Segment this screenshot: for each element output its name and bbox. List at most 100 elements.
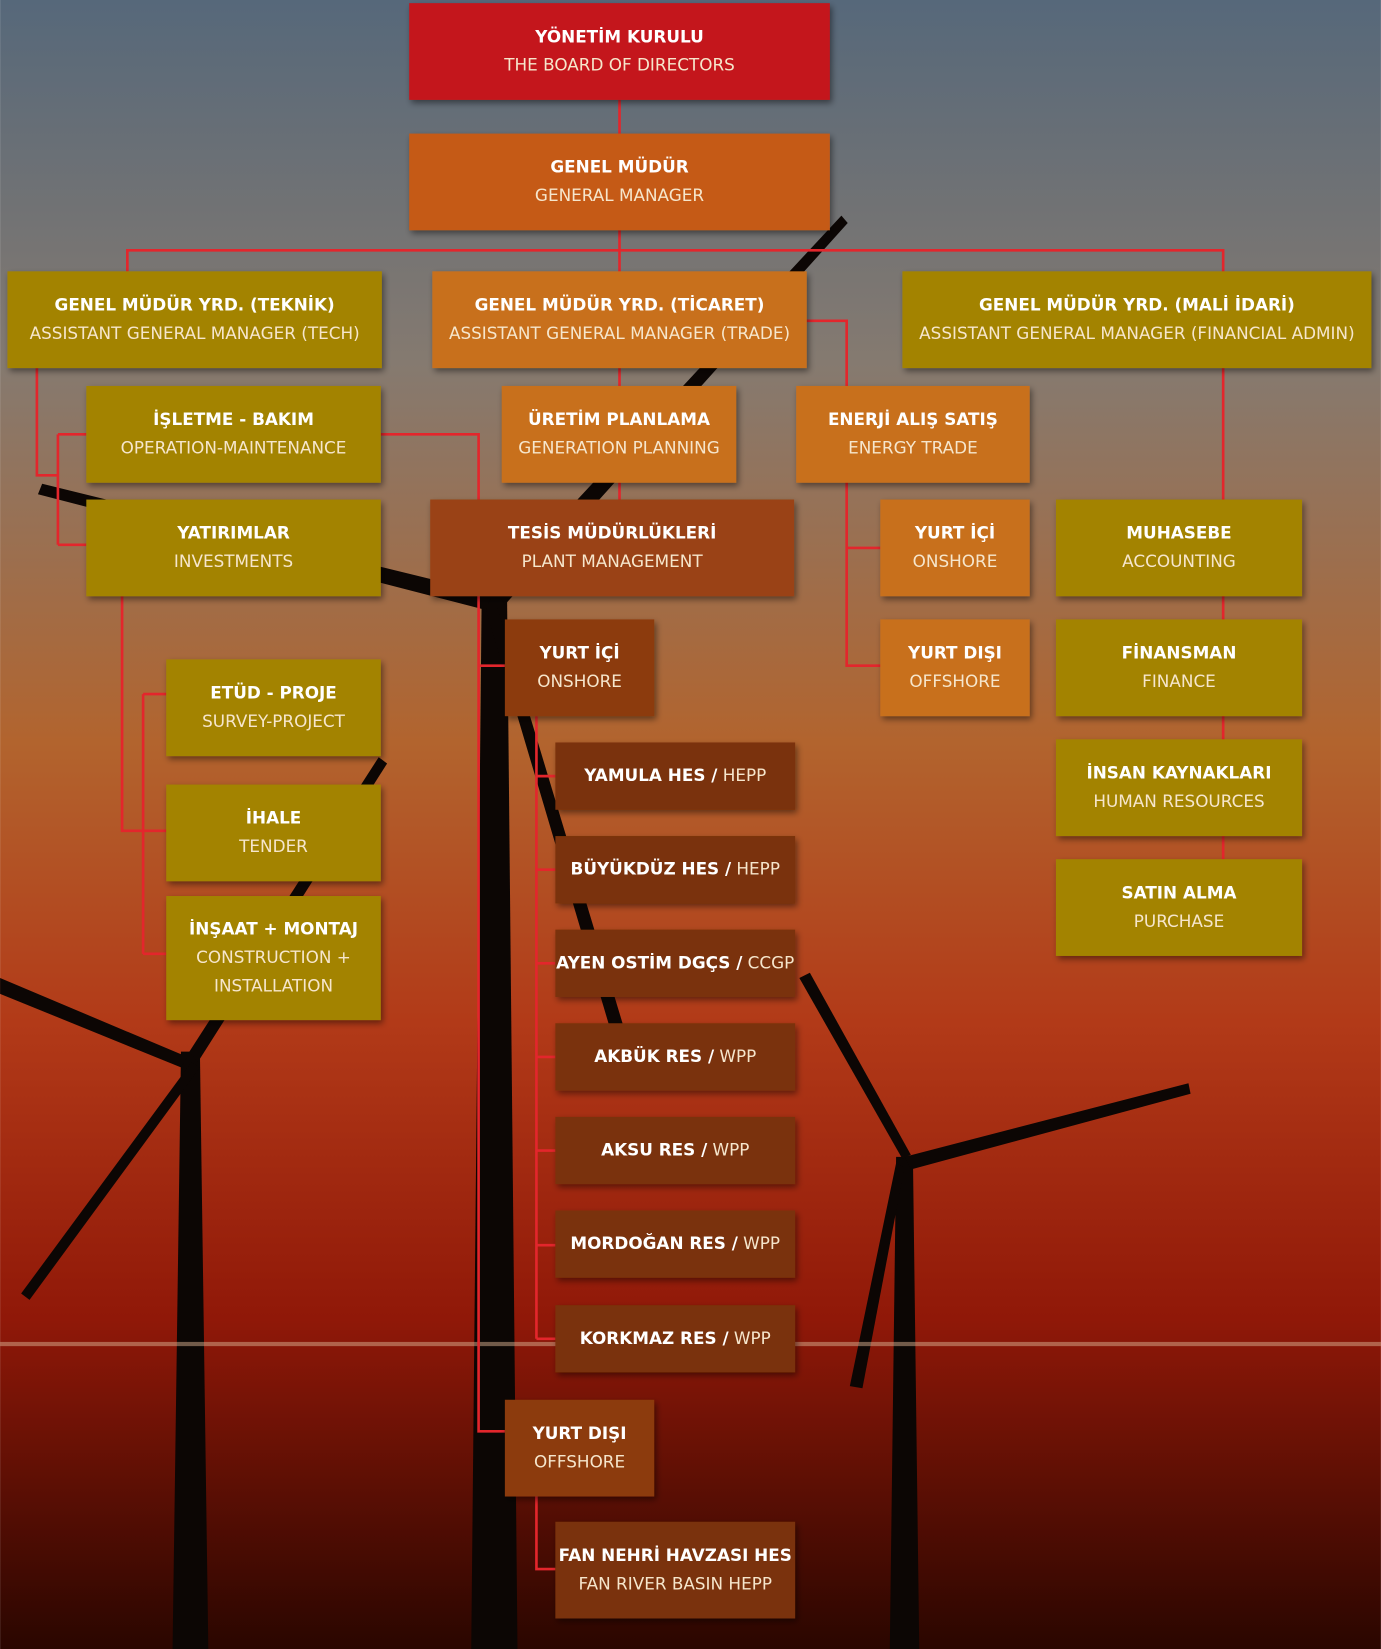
node-label: AYEN OSTİM DGÇS / CCGP bbox=[556, 951, 794, 972]
org-node: GENEL MÜDÜR YRD. (MALİ İDARİ) ASSISTANT G… bbox=[902, 271, 1372, 369]
node-subtitle: ASSISTANT GENERAL MANAGER (TECH) bbox=[30, 323, 360, 343]
node-box bbox=[555, 929, 796, 997]
org-node: FAN NEHRİ HAVZASI HES FAN RIVER BASIN HEP… bbox=[555, 1521, 796, 1619]
node-box bbox=[166, 659, 381, 757]
node-subtitle: CCGP bbox=[748, 952, 795, 972]
node-box bbox=[501, 385, 737, 483]
node-box bbox=[555, 836, 796, 904]
node-title: AKBÜK RES / bbox=[594, 1045, 715, 1066]
node-box bbox=[880, 619, 1030, 717]
org-node: BÜYÜKDÜZ HES / HEPP bbox=[555, 836, 796, 904]
node-title: YURT İÇİ bbox=[538, 642, 619, 663]
node-title: YURT İÇİ bbox=[914, 522, 995, 543]
node-subtitle: PLANT MANAGEMENT bbox=[522, 551, 704, 571]
node-subtitle: OFFSHORE bbox=[909, 671, 1000, 691]
org-node: MORDOĞAN RES / WPP bbox=[555, 1210, 796, 1278]
node-title: FAN NEHRİ HAVZASI HES bbox=[559, 1544, 792, 1565]
node-box bbox=[796, 385, 1030, 483]
node-subtitle: WPP bbox=[734, 1328, 771, 1348]
node-box bbox=[902, 271, 1372, 369]
node-title: İHALE bbox=[246, 807, 302, 828]
node-title: AKSU RES / bbox=[601, 1140, 708, 1160]
node-subtitle: ONSHORE bbox=[913, 551, 998, 571]
node-label: MORDOĞAN RES / WPP bbox=[570, 1232, 780, 1253]
node-title: KORKMAZ RES / bbox=[580, 1328, 730, 1348]
org-node: ÜRETİM PLANLAMA GENERATION PLANNING bbox=[501, 385, 737, 483]
node-title: BÜYÜKDÜZ HES / bbox=[571, 858, 732, 879]
org-node: YURT DIŞI OFFSHORE bbox=[504, 1399, 655, 1497]
org-node: YURT İÇİ ONSHORE bbox=[880, 499, 1030, 597]
node-title: İNSAN KAYNAKLARI bbox=[1086, 761, 1271, 782]
node-title: GENEL MÜDÜR bbox=[550, 156, 688, 177]
node-title: YÖNETİM KURULU bbox=[534, 25, 703, 46]
org-node: YAMULA HES / HEPP bbox=[555, 742, 796, 810]
node-label: BÜYÜKDÜZ HES / HEPP bbox=[571, 858, 780, 879]
node-box bbox=[555, 742, 796, 810]
node-title: İŞLETME - BAKIM bbox=[153, 408, 314, 429]
node-title: İNŞAAT + MONTAJ bbox=[189, 918, 358, 939]
node-title: GENEL MÜDÜR YRD. (TEKNİK) bbox=[55, 294, 335, 315]
org-node: YÖNETİM KURULU THE BOARD OF DIRECTORS bbox=[409, 3, 830, 100]
org-node: İNSAN KAYNAKLARI HUMAN RESOURCES bbox=[1055, 739, 1303, 837]
node-box bbox=[432, 271, 807, 369]
node-title: AYEN OSTİM DGÇS / bbox=[556, 951, 743, 972]
node-subtitle: ONSHORE bbox=[537, 671, 622, 691]
org-node: İŞLETME - BAKIM OPERATION-MAINTENANCE bbox=[86, 385, 381, 483]
node-title: SATIN ALMA bbox=[1122, 882, 1237, 902]
node-box bbox=[555, 1521, 796, 1619]
node-subtitle: OFFSHORE bbox=[534, 1451, 625, 1471]
node-box bbox=[86, 499, 381, 597]
node-box bbox=[555, 1023, 796, 1091]
node-subtitle: ENERGY TRADE bbox=[848, 438, 978, 458]
node-box bbox=[409, 133, 830, 231]
node-title: GENEL MÜDÜR YRD. (TİCARET) bbox=[475, 294, 765, 315]
node-label: AKBÜK RES / WPP bbox=[594, 1045, 756, 1066]
org-node: KORKMAZ RES / WPP bbox=[555, 1305, 796, 1373]
node-subtitle: OPERATION-MAINTENANCE bbox=[121, 438, 347, 458]
org-node: TESİS MÜDÜRLÜKLERİ PLANT MANAGEMENT bbox=[430, 499, 795, 597]
node-box bbox=[555, 1210, 796, 1278]
node-subtitle: FINANCE bbox=[1142, 671, 1216, 691]
node-subtitle: ACCOUNTING bbox=[1122, 551, 1236, 571]
node-box bbox=[555, 1116, 796, 1185]
org-node: AKSU RES / WPP bbox=[555, 1116, 796, 1185]
org-node: GENEL MÜDÜR YRD. (TİCARET) ASSISTANT GENE… bbox=[432, 271, 807, 369]
node-title: YURT DIŞI bbox=[907, 643, 1002, 663]
node-subtitle: TENDER bbox=[238, 836, 308, 856]
node-box bbox=[166, 896, 381, 1021]
node-title: ETÜD - PROJE bbox=[210, 682, 337, 703]
org-node: AYEN OSTİM DGÇS / CCGP bbox=[555, 929, 796, 997]
node-title: YAMULA HES / bbox=[583, 765, 718, 785]
node-subtitle: HEPP bbox=[736, 859, 780, 879]
org-node: ENERJİ ALIŞ SATIŞ ENERGY TRADE bbox=[796, 385, 1030, 483]
node-box bbox=[1055, 619, 1303, 717]
node-box bbox=[430, 499, 795, 597]
node-box bbox=[7, 271, 382, 369]
node-box bbox=[880, 499, 1030, 597]
node-subtitle: WPP bbox=[713, 1140, 750, 1160]
org-node: AKBÜK RES / WPP bbox=[555, 1023, 796, 1091]
node-subtitle: GENERATION PLANNING bbox=[518, 438, 720, 458]
node-subtitle: PURCHASE bbox=[1134, 911, 1224, 931]
node-title: FİNANSMAN bbox=[1122, 642, 1237, 663]
node-box bbox=[1055, 499, 1303, 597]
org-node: YURT İÇİ ONSHORE bbox=[504, 619, 655, 717]
org-node: GENEL MÜDÜR YRD. (TEKNİK) ASSISTANT GENER… bbox=[7, 271, 382, 369]
node-title: YATIRIMLAR bbox=[176, 523, 290, 543]
node-box bbox=[1055, 739, 1303, 837]
node-box bbox=[409, 3, 830, 100]
node-box bbox=[555, 1305, 796, 1373]
org-node: SATIN ALMA PURCHASE bbox=[1055, 859, 1303, 956]
node-label: YAMULA HES / HEPP bbox=[583, 765, 766, 785]
node-label: KORKMAZ RES / WPP bbox=[580, 1328, 771, 1348]
node-subtitle: WPP bbox=[719, 1046, 756, 1066]
node-subtitle: FAN RIVER BASIN HEPP bbox=[579, 1573, 772, 1593]
node-box bbox=[86, 385, 381, 483]
node-title: TESİS MÜDÜRLÜKLERİ bbox=[508, 522, 716, 543]
node-subtitle: GENERAL MANAGER bbox=[535, 185, 705, 205]
node-subtitle: ASSISTANT GENERAL MANAGER (FINANCIAL ADM… bbox=[919, 323, 1354, 343]
node-title: GENEL MÜDÜR YRD. (MALİ İDARİ) bbox=[979, 294, 1295, 315]
node-title: YURT DIŞI bbox=[532, 1423, 627, 1443]
